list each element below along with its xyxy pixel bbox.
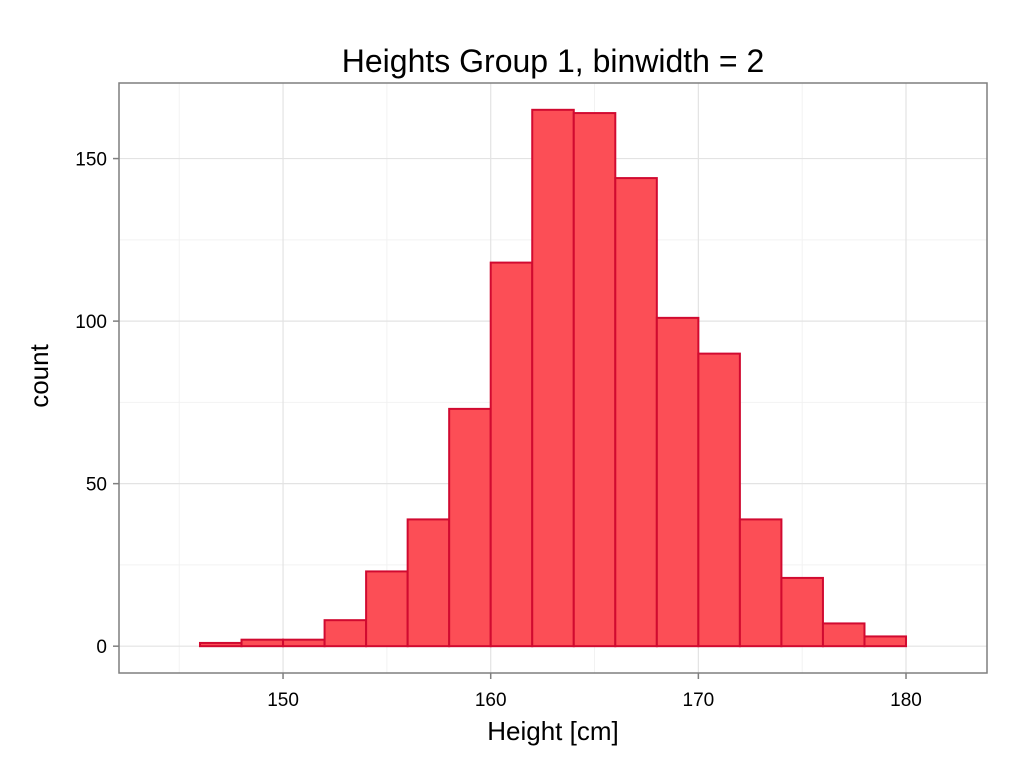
histogram-bar bbox=[697, 352, 741, 648]
x-tick-label: 180 bbox=[890, 690, 922, 711]
x-tick-label: 170 bbox=[683, 690, 715, 711]
histogram-bar bbox=[531, 108, 575, 648]
histogram-bar bbox=[738, 518, 783, 648]
histogram-bar bbox=[323, 619, 368, 648]
histogram-bar bbox=[448, 407, 492, 648]
histogram-bar bbox=[489, 261, 534, 648]
histogram-bar bbox=[614, 177, 658, 648]
y-axis: 0 50 100 150 bbox=[75, 150, 119, 658]
y-tick-label: 150 bbox=[75, 150, 107, 171]
histogram-bar bbox=[365, 570, 409, 648]
histogram-bar bbox=[655, 316, 700, 648]
histogram-bar bbox=[821, 622, 866, 648]
x-tick-label: 160 bbox=[475, 690, 507, 711]
y-tick-label: 100 bbox=[75, 312, 107, 333]
x-axis: 150 160 170 180 bbox=[267, 673, 922, 711]
x-axis-title: Height [cm] bbox=[487, 716, 619, 746]
histogram-bar bbox=[240, 638, 285, 648]
histogram-bar bbox=[780, 576, 824, 648]
x-tick-label: 150 bbox=[267, 690, 299, 711]
histogram-bar bbox=[863, 635, 908, 648]
histogram-bar bbox=[198, 641, 243, 648]
histogram-bar bbox=[406, 518, 451, 648]
histogram-bar bbox=[572, 112, 617, 648]
y-tick-label: 50 bbox=[86, 475, 107, 496]
y-tick-label: 0 bbox=[96, 637, 107, 658]
histogram-bars bbox=[198, 108, 908, 648]
histogram-bar bbox=[282, 638, 326, 648]
y-axis-title: count bbox=[24, 343, 54, 407]
plot-panel-border bbox=[118, 82, 988, 674]
chart-title: Heights Group 1, binwidth = 2 bbox=[342, 43, 764, 79]
